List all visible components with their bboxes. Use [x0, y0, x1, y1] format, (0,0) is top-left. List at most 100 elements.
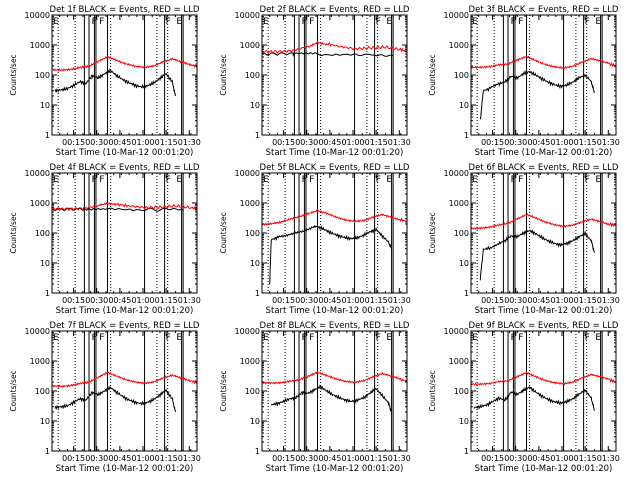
flag-f-label: F — [376, 175, 381, 185]
x-tick-label: 00:45 — [108, 296, 131, 305]
y-tick-label: 100 — [454, 71, 469, 80]
y-tick-label: 10 — [250, 259, 260, 268]
flag-f-label: F — [92, 333, 97, 343]
chart-title: Det 1f BLACK = Events, RED = LLD — [50, 5, 200, 15]
x-tick-label: 00:15 — [481, 454, 504, 463]
flag-e-label: E — [595, 175, 601, 185]
y-tick-label: 10 — [250, 101, 260, 110]
y-tick-label: 10 — [40, 417, 50, 426]
chart-title: Det 2f BLACK = Events, RED = LLD — [260, 5, 410, 15]
flag-e-label: E — [176, 17, 182, 27]
series-line-events — [269, 224, 393, 285]
series-line-lld — [52, 55, 197, 72]
plot-frame — [261, 172, 408, 294]
y-tick-label: 1000 — [30, 199, 50, 208]
y-tick-label: 10 — [459, 259, 469, 268]
x-tick-label: 00:45 — [527, 138, 550, 147]
corner-e-label: E — [472, 175, 478, 185]
corner-e-label: E — [263, 175, 269, 185]
flag-f-label: F — [511, 17, 516, 27]
x-tick-label: 01:15 — [155, 138, 178, 147]
x-tick-label: 01:15 — [155, 296, 178, 305]
plot-frame — [51, 172, 198, 294]
chart-title: Det 9f BLACK = Events, RED = LLD — [469, 321, 619, 331]
x-tick-label: 01:30 — [597, 138, 620, 147]
y-tick-label: 10 — [40, 259, 50, 268]
flag-e-label: E — [386, 17, 392, 27]
plot-frame — [470, 172, 617, 294]
chart-title: Det 8f BLACK = Events, RED = LLD — [260, 321, 410, 331]
y-tick-label: 1 — [45, 131, 50, 140]
x-tick-label: 01:30 — [597, 296, 620, 305]
y-tick-label: 100 — [35, 71, 50, 80]
x-tick-label: 01:15 — [365, 138, 388, 147]
x-axis-label: Start Time (10-Mar-12 00:01:20) — [266, 464, 404, 474]
series-line-lld — [262, 209, 407, 226]
plot-area — [262, 173, 407, 293]
x-tick-label: 01:15 — [574, 296, 597, 305]
y-axis-label: Counts/sec — [219, 370, 228, 411]
flag-e-label: E — [595, 17, 601, 27]
x-tick-label: 00:30 — [504, 138, 527, 147]
plot-frame — [261, 14, 408, 136]
flag-f-label: F — [585, 333, 590, 343]
x-tick-label: 00:45 — [318, 454, 341, 463]
corner-e-label: E — [53, 175, 59, 185]
series-line-events — [54, 68, 176, 97]
x-tick-label: 00:30 — [85, 454, 108, 463]
y-tick-label: 100 — [454, 387, 469, 396]
series-line-events — [54, 385, 176, 413]
x-tick-label: 01:00 — [341, 138, 364, 147]
y-axis-label: Counts/sec — [219, 54, 228, 95]
x-tick-label: 01:30 — [597, 454, 620, 463]
chart-title: Det 7f BLACK = Events, RED = LLD — [50, 321, 200, 331]
x-tick-label: 01:00 — [550, 296, 573, 305]
x-tick-label: 00:15 — [272, 454, 295, 463]
y-axis-label: Counts/sec — [428, 370, 437, 411]
flag-f-label: F — [166, 175, 171, 185]
flag-e-label: E — [176, 175, 182, 185]
flag-f-label: F — [99, 175, 104, 185]
y-axis-label: Counts/sec — [9, 212, 18, 253]
y-tick-label: 10 — [250, 417, 260, 426]
x-tick-label: 00:15 — [481, 296, 504, 305]
x-tick-label: 00:45 — [527, 296, 550, 305]
series-line-lld — [471, 213, 616, 230]
y-tick-label: 100 — [245, 71, 260, 80]
y-tick-label: 1 — [255, 289, 260, 298]
x-axis-label: Start Time (10-Mar-12 00:01:20) — [56, 148, 194, 158]
x-tick-label: 01:30 — [178, 296, 201, 305]
x-tick-label: 01:30 — [388, 454, 411, 463]
series-line-events — [262, 52, 394, 57]
y-tick-label: 100 — [454, 229, 469, 238]
chart-title: Det 5f BLACK = Events, RED = LLD — [260, 163, 410, 173]
y-axis-label: Counts/sec — [9, 54, 18, 95]
x-tick-label: 00:30 — [85, 296, 108, 305]
plot-area — [52, 15, 197, 135]
x-tick-label: 00:45 — [318, 296, 341, 305]
flag-e-label: E — [386, 333, 392, 343]
y-tick-label: 1 — [464, 289, 469, 298]
plot-area — [471, 331, 616, 451]
y-axis-label: Counts/sec — [219, 212, 228, 253]
x-tick-label: 00:30 — [295, 454, 318, 463]
flag-f-label: F — [511, 333, 516, 343]
flag-f-label: F — [511, 175, 516, 185]
x-tick-label: 01:00 — [341, 296, 364, 305]
y-tick-label: 1000 — [240, 357, 260, 366]
x-tick-label: 00:15 — [62, 296, 85, 305]
x-tick-label: 01:30 — [178, 454, 201, 463]
plot-area — [262, 15, 407, 135]
plot-area — [471, 15, 616, 135]
x-tick-label: 00:15 — [481, 138, 504, 147]
plot-area — [52, 173, 197, 293]
x-tick-label: 01:00 — [341, 454, 364, 463]
flag-f-label: F — [585, 175, 590, 185]
